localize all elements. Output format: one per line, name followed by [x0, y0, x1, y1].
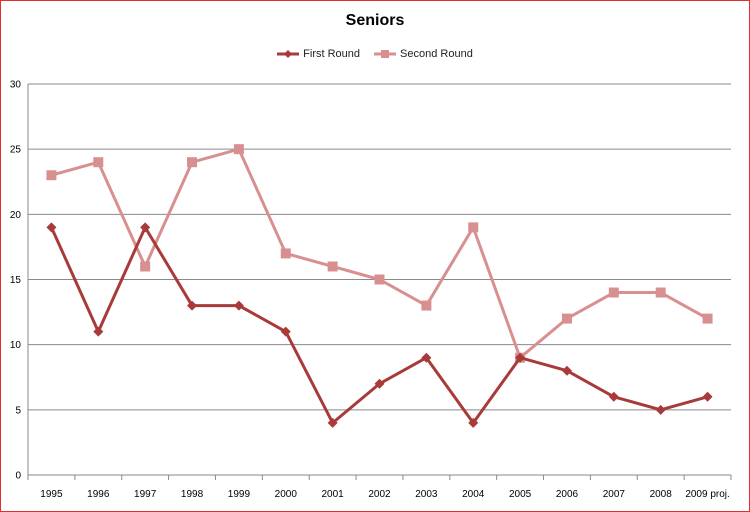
data-point	[187, 157, 198, 168]
x-tick-label: 1999	[228, 489, 251, 500]
data-point	[374, 378, 385, 389]
data-point	[608, 287, 619, 298]
data-point	[46, 170, 57, 181]
x-tick-label: 2003	[415, 489, 438, 500]
data-point	[327, 417, 338, 428]
y-tick-label: 25	[10, 145, 22, 156]
data-point	[374, 274, 385, 285]
data-point	[655, 404, 666, 415]
x-tick-label: 2004	[462, 489, 485, 500]
legend-swatch-first-round	[277, 50, 300, 58]
data-point	[280, 248, 291, 259]
data-point	[233, 300, 244, 311]
legend-label-first-round: First Round	[303, 48, 361, 60]
data-point	[93, 326, 104, 337]
legend-item-first-round: First Round	[277, 48, 360, 60]
data-point	[702, 313, 713, 324]
y-tick-label: 20	[10, 210, 22, 221]
y-tick-label: 0	[15, 471, 21, 482]
x-tick-label: 2000	[275, 489, 298, 500]
x-tick-label: 2005	[509, 489, 532, 500]
legend-label-second-round: Second Round	[400, 48, 473, 60]
data-point	[93, 157, 104, 168]
x-tick-label: 1996	[87, 489, 110, 500]
data-point	[280, 326, 291, 337]
x-tick-label: 2001	[322, 489, 345, 500]
x-tick-label: 2006	[556, 489, 579, 500]
data-point	[140, 261, 151, 272]
data-point	[233, 144, 244, 155]
x-tick-label: 2007	[603, 489, 626, 500]
y-tick-label: 5	[15, 405, 21, 416]
data-point	[468, 417, 479, 428]
x-tick-label: 1998	[181, 489, 204, 500]
legend-item-second-round: Second Round	[374, 48, 473, 60]
x-tick-label: 1997	[134, 489, 157, 500]
data-point	[561, 365, 572, 376]
x-tick-label: 2008	[650, 489, 673, 500]
data-point	[327, 261, 338, 272]
legend-swatch-second-round	[374, 50, 397, 58]
data-point	[46, 222, 57, 233]
chart-title: Seniors	[345, 12, 405, 29]
data-point	[702, 391, 713, 402]
y-tick-label: 10	[10, 340, 22, 351]
data-point	[140, 222, 151, 233]
series-line-1	[51, 147, 709, 360]
x-tick-label: 1995	[40, 489, 63, 500]
y-tick-label: 15	[10, 275, 22, 286]
data-point	[608, 391, 619, 402]
x-tick-label: 2002	[368, 489, 391, 500]
x-tick-label: 2009 proj.	[685, 489, 729, 500]
data-point	[515, 352, 526, 363]
data-point	[561, 313, 572, 324]
data-point	[421, 352, 432, 363]
legend: First Round Second Round	[0, 48, 750, 60]
data-point	[468, 222, 479, 233]
data-point	[655, 287, 666, 298]
y-tick-label: 30	[10, 80, 22, 91]
data-point	[421, 300, 432, 311]
data-point	[187, 300, 198, 311]
